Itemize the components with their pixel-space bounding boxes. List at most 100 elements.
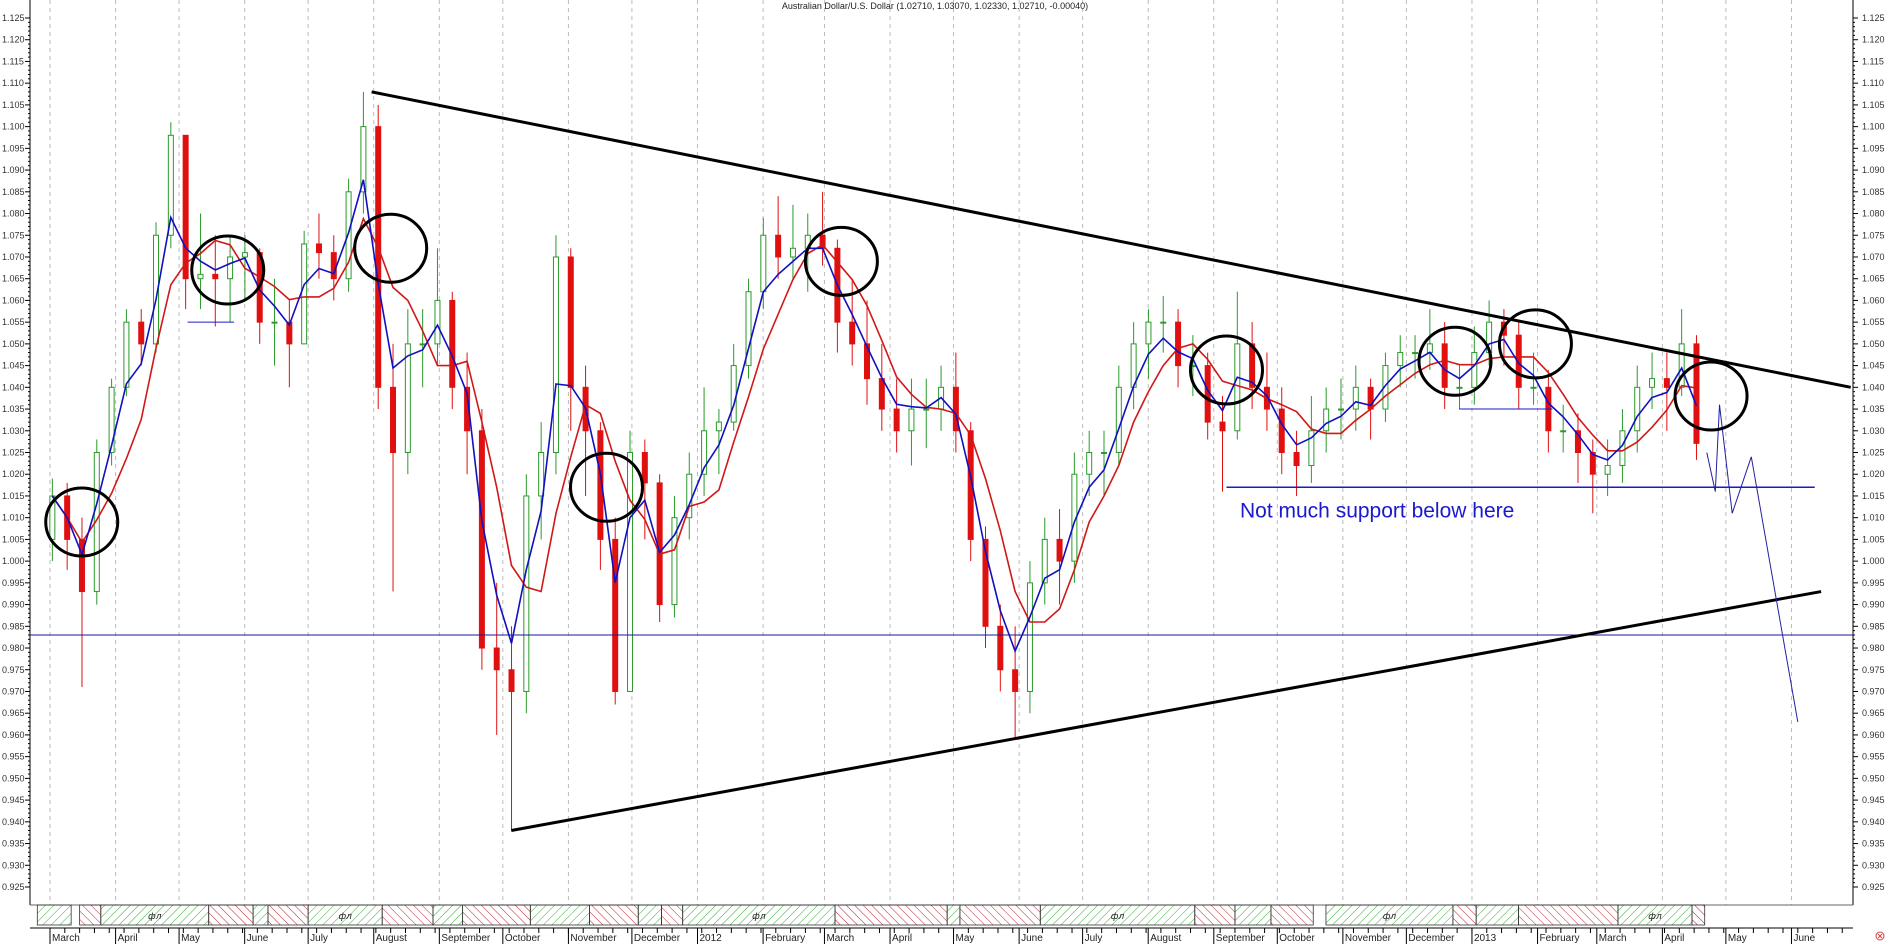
strip-segment-up bbox=[252, 904, 269, 926]
strip-segment-down bbox=[1518, 904, 1619, 926]
candle-up bbox=[1382, 365, 1389, 410]
candle-up bbox=[1041, 538, 1048, 584]
candle-up bbox=[241, 252, 248, 258]
month-label: May bbox=[181, 933, 200, 944]
y-tick-label-right: 0.990 bbox=[1862, 600, 1885, 610]
y-tick-label-right: 1.080 bbox=[1862, 209, 1885, 219]
candle-up bbox=[1026, 582, 1033, 692]
strip-segment-up bbox=[529, 904, 590, 926]
candle-down bbox=[1663, 378, 1670, 388]
candle-up bbox=[1160, 321, 1167, 324]
slow-moving-average-line bbox=[51, 216, 1697, 623]
candle-up bbox=[1634, 386, 1641, 432]
y-tick-label-left: 0.965 bbox=[2, 708, 25, 718]
month-label: June bbox=[247, 933, 269, 944]
upper-trendline bbox=[371, 90, 1852, 389]
month-label: July bbox=[310, 933, 328, 944]
strip-segment-down bbox=[208, 904, 254, 926]
strip-label: фл bbox=[1383, 912, 1397, 922]
y-tick-label-left: 0.935 bbox=[2, 839, 25, 849]
candle-up bbox=[404, 343, 411, 453]
strip-segment-up bbox=[637, 904, 662, 926]
y-tick-label-right: 1.055 bbox=[1862, 317, 1885, 327]
highlight-circle bbox=[569, 451, 645, 523]
y-tick-label-right: 0.955 bbox=[1862, 752, 1885, 762]
strip-segment-up bbox=[946, 904, 961, 926]
y-tick-label-right: 1.120 bbox=[1862, 35, 1885, 45]
y-tick-label-left: 1.120 bbox=[2, 35, 25, 45]
y-tick-label-right: 1.065 bbox=[1862, 274, 1885, 284]
y-tick-label-left: 1.075 bbox=[2, 230, 25, 240]
month-label: November bbox=[1345, 933, 1392, 944]
strip-segment-down bbox=[959, 904, 1041, 926]
y-tick-label-right: 1.070 bbox=[1862, 252, 1885, 262]
month-label: September bbox=[1216, 933, 1266, 944]
candle-down bbox=[449, 299, 456, 388]
strip-segment-down bbox=[381, 904, 434, 926]
candle-down bbox=[982, 538, 989, 627]
candle-up bbox=[1145, 321, 1152, 345]
month-label: February bbox=[1540, 933, 1580, 944]
y-tick-label-right: 0.965 bbox=[1862, 708, 1885, 718]
strip-segment-down bbox=[462, 904, 531, 926]
candle-up bbox=[1352, 386, 1359, 410]
y-tick-label-left: 1.080 bbox=[2, 209, 25, 219]
candle-up bbox=[701, 430, 708, 475]
y-tick-label-right: 1.000 bbox=[1862, 556, 1885, 566]
chart-title: Australian Dollar/U.S. Dollar (1.02710, … bbox=[782, 1, 1088, 11]
candle-up bbox=[1115, 386, 1122, 454]
strip-label: фл bbox=[148, 912, 162, 922]
y-tick-label-right: 0.995 bbox=[1862, 578, 1885, 588]
candle-up bbox=[552, 256, 559, 453]
candle-up bbox=[271, 321, 278, 324]
candle-up bbox=[167, 134, 174, 236]
candle-up bbox=[419, 343, 426, 346]
candle-down bbox=[849, 321, 856, 345]
y-tick-label-right: 0.960 bbox=[1862, 730, 1885, 740]
lower-trendline bbox=[511, 590, 1822, 832]
y-tick-label-left: 1.045 bbox=[2, 361, 25, 371]
y-tick-label-right: 1.010 bbox=[1862, 513, 1885, 523]
candle-down bbox=[893, 408, 900, 432]
y-tick-label-left: 0.950 bbox=[2, 773, 25, 783]
candle-up bbox=[686, 473, 693, 519]
candle-up bbox=[923, 408, 930, 411]
y-tick-label-left: 0.980 bbox=[2, 643, 25, 653]
annotation-text: Not much support below here bbox=[1240, 499, 1514, 522]
y-tick-label-left: 1.040 bbox=[2, 382, 25, 392]
projection-path bbox=[1706, 404, 1799, 722]
y-tick-label-right: 1.020 bbox=[1862, 469, 1885, 479]
strip-segment-up bbox=[36, 904, 72, 926]
strip-segment-down bbox=[661, 904, 684, 926]
moving-averages bbox=[51, 179, 1698, 654]
candle-down bbox=[212, 273, 219, 280]
candle-up bbox=[301, 243, 308, 345]
candle-up bbox=[1649, 378, 1656, 388]
month-label: August bbox=[376, 933, 407, 944]
close-circle-icon[interactable] bbox=[1875, 931, 1885, 941]
y-tick-label-left: 0.940 bbox=[2, 817, 25, 827]
month-label: February bbox=[765, 933, 805, 944]
y-tick-label-right: 0.975 bbox=[1862, 665, 1885, 675]
candle-up bbox=[730, 365, 737, 423]
y-tick-label-right: 1.035 bbox=[1862, 404, 1885, 414]
candle-down bbox=[952, 386, 959, 432]
phase-strip: фл фл фл фл фл фл bbox=[30, 904, 1853, 926]
candle-up bbox=[1604, 465, 1611, 475]
candle-down bbox=[997, 625, 1004, 671]
candle-up bbox=[360, 126, 367, 193]
y-tick-label-right: 0.970 bbox=[1862, 686, 1885, 696]
candle-up bbox=[789, 247, 796, 258]
y-tick-label-left: 1.030 bbox=[2, 426, 25, 436]
candle-down bbox=[1515, 334, 1522, 388]
month-label: September bbox=[441, 933, 491, 944]
candle-up bbox=[627, 452, 634, 692]
candle-down bbox=[1293, 452, 1300, 467]
candle-down bbox=[138, 321, 145, 345]
highlight-circle bbox=[353, 212, 429, 284]
y-tick-label-right: 1.100 bbox=[1862, 122, 1885, 132]
strip-label: фл bbox=[752, 912, 766, 922]
month-label: March bbox=[52, 933, 80, 944]
candle-up bbox=[523, 495, 530, 692]
